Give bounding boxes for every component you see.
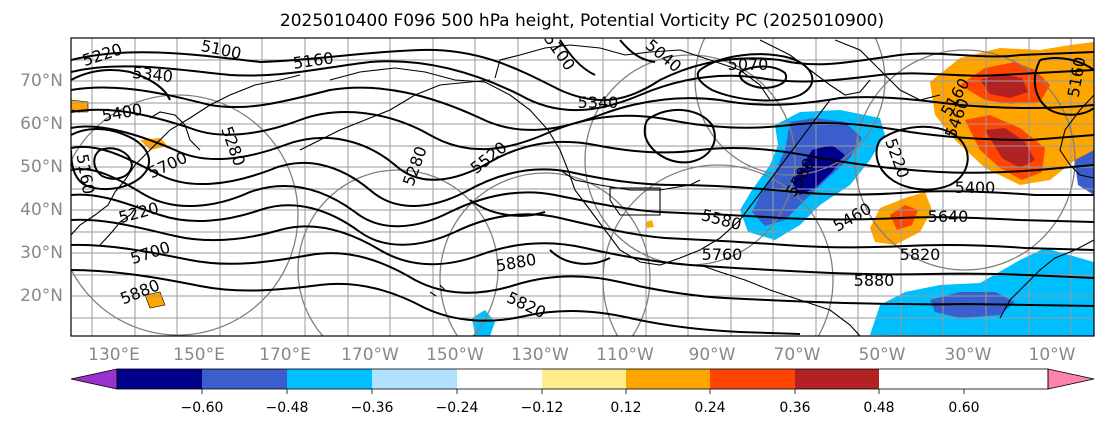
lat-label: 50°N — [20, 157, 63, 177]
figure-title: 2025010400 F096 500 hPa height, Potentia… — [280, 11, 884, 31]
lon-label: 30°W — [945, 345, 992, 365]
lon-label: 170°W — [341, 345, 399, 365]
colorbar-segment — [372, 369, 457, 389]
lat-label: 70°N — [20, 71, 63, 91]
lon-label: 10°W — [1029, 345, 1076, 365]
colorbar-segment — [287, 369, 372, 389]
map-panel: 5220 5100 5340 5160 5400 5280 5160 5700 … — [71, 38, 1094, 336]
lon-label: 90°W — [689, 345, 736, 365]
lat-label: 40°N — [20, 200, 63, 220]
colorbar-tick-label: −0.36 — [351, 400, 394, 416]
colorbar-segment — [542, 369, 626, 389]
colorbar-tick-label: 0.24 — [694, 400, 725, 416]
latitude-labels: 70°N 60°N 50°N 40°N 30°N 20°N — [20, 71, 63, 306]
contour-label-24: 5400 — [955, 178, 996, 197]
longitude-labels: 130°E 150°E 170°E 170°W 150°W 130°W 110°… — [88, 345, 1076, 365]
lon-label: 110°W — [596, 345, 654, 365]
colorbar-tick-label: 0.48 — [863, 400, 894, 416]
height-contours — [71, 39, 1094, 335]
graticule — [71, 38, 1094, 336]
colorbar: −0.60 −0.48 −0.36 −0.24 −0.12 0.12 0.24 … — [70, 368, 1095, 416]
lon-label: 50°W — [859, 345, 906, 365]
contour-label-3: 5340 — [131, 63, 173, 86]
colorbar-tick-label: −0.48 — [266, 400, 309, 416]
contour-label-14: 5340 — [578, 93, 619, 112]
colorbar-tick-label: −0.24 — [436, 400, 479, 416]
colorbar-segment — [457, 369, 542, 389]
reference-circles — [71, 38, 1076, 336]
lat-label: 30°N — [20, 243, 63, 263]
contour-label-21: 5820 — [900, 245, 941, 264]
map-frame — [70, 37, 1095, 337]
colorbar-segment — [626, 369, 710, 389]
lon-label: 70°W — [774, 345, 821, 365]
lon-label: 170°E — [259, 345, 311, 365]
colorbar-segment — [795, 369, 879, 389]
colorbar-segment — [117, 369, 202, 389]
colorbar-extend-max — [1047, 368, 1095, 390]
colorbar-tick-label: 0.12 — [610, 400, 641, 416]
colorbar-tick-label: −0.60 — [181, 400, 224, 416]
lat-label: 60°N — [20, 114, 63, 134]
colorbar-tick-label: −0.12 — [521, 400, 564, 416]
lon-label: 150°W — [426, 345, 484, 365]
colorbar-extend-min — [70, 368, 118, 390]
lat-label: 20°N — [20, 286, 63, 306]
colorbar-tick-label: 0.36 — [779, 400, 810, 416]
lon-label: 150°E — [173, 345, 225, 365]
colorbar-segment — [710, 369, 795, 389]
contour-label-20: 5880 — [854, 271, 895, 290]
contour-label-18: 5760 — [702, 245, 743, 264]
contour-label-22: 5640 — [928, 207, 969, 226]
colorbar-tick-label: 0.60 — [948, 400, 979, 416]
lon-label: 130°E — [88, 345, 140, 365]
lon-label: 130°W — [511, 345, 569, 365]
contour-label-30: 5070 — [728, 55, 769, 74]
colorbar-segment — [202, 369, 287, 389]
